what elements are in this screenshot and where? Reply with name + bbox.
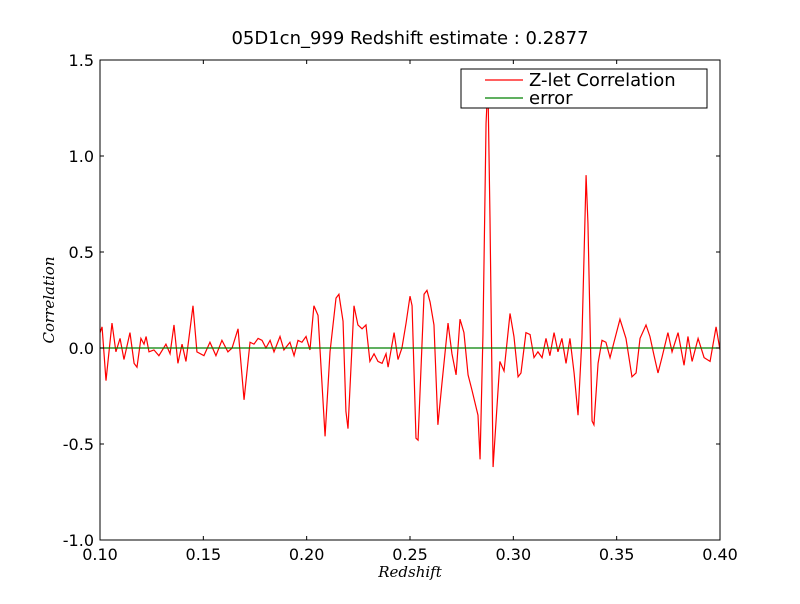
x-tick-label: 0.30 bbox=[496, 545, 532, 564]
y-tick-label: 1.5 bbox=[69, 51, 94, 70]
y-tick-label: 1.0 bbox=[69, 147, 94, 166]
y-tick-label: -0.5 bbox=[63, 435, 94, 454]
legend-label: error bbox=[529, 88, 573, 109]
x-tick-label: 0.20 bbox=[289, 545, 325, 564]
y-axis-label: Correlation bbox=[40, 257, 58, 344]
legend-label: Z-let Correlation bbox=[529, 70, 676, 91]
x-tick-label: 0.25 bbox=[392, 545, 428, 564]
line-series bbox=[99, 83, 721, 468]
chart-title: 05D1cn_999 Redshift estimate : 0.2877 bbox=[231, 28, 588, 49]
y-tick-label: 0.5 bbox=[69, 243, 94, 262]
x-axis-label: Redshift bbox=[377, 563, 442, 581]
x-tick-label: 0.40 bbox=[702, 545, 738, 564]
legend-box bbox=[460, 68, 708, 109]
y-tick-label: -1.0 bbox=[63, 531, 94, 550]
x-tick-label: 0.15 bbox=[186, 545, 222, 564]
x-tick-label: 0.35 bbox=[599, 545, 635, 564]
y-tick-label: 0.0 bbox=[69, 339, 94, 358]
x-tick-label: 0.10 bbox=[82, 545, 118, 564]
